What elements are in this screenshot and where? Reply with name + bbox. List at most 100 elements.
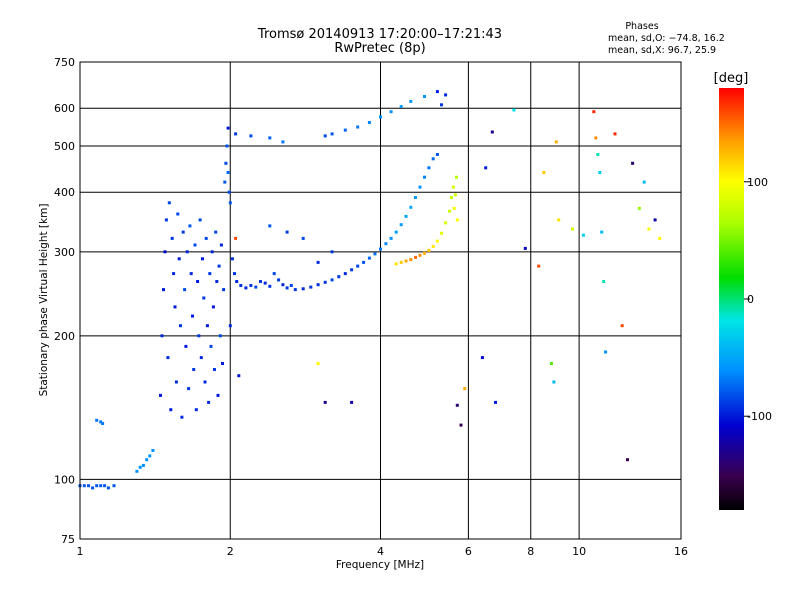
data-point [459,423,463,427]
x-tick-label: 1 [77,545,84,558]
y-tick-label: 600 [54,102,75,115]
data-point [268,284,272,288]
data-point [512,108,516,112]
data-point [223,180,227,184]
y-tick-label: 750 [54,56,75,69]
data-point [207,400,211,404]
data-point [164,218,168,222]
data-point [293,288,297,292]
data-point [350,400,354,404]
y-tick-label: 75 [61,533,75,546]
data-point [222,288,226,292]
data-point [484,166,488,170]
x-tick-label: 6 [465,545,472,558]
data-point [431,157,435,161]
colorbar-tick-label: 100 [747,176,768,189]
data-point [187,387,191,391]
data-point [285,230,289,234]
data-point [141,463,145,467]
data-point [192,368,196,371]
data-point [330,278,334,282]
data-point [185,250,189,254]
data-point [384,242,388,246]
data-point [177,257,181,261]
data-point [215,280,219,283]
data-point [148,454,152,458]
data-point [600,230,604,234]
colorbar-ticks: 100 0 -100 [744,176,772,423]
data-point [542,171,546,174]
data-point [323,280,327,284]
data-point [592,110,596,114]
data-point [249,134,253,138]
data-point [268,136,272,140]
data-point [423,95,426,98]
colorbar [719,88,744,510]
data-point [151,449,155,452]
data-point [418,185,422,189]
data-point [205,324,209,328]
data-point [197,334,201,338]
x-tick-label: 8 [527,545,534,558]
data-point [490,130,494,134]
data-point [362,260,366,264]
series-group [78,418,155,490]
data-point [237,374,241,378]
data-point [230,257,234,261]
data-point [455,403,459,407]
data-point [259,280,262,283]
data-point [594,136,598,140]
data-point [389,236,393,240]
data-point [225,144,229,148]
data-point [224,161,228,165]
data-point [453,193,457,197]
data-point [227,190,231,194]
data-point [234,132,238,136]
data-point [418,253,422,257]
data-point [277,278,281,282]
data-point [409,258,413,262]
data-point [642,180,646,184]
colorbar-tick-label: -100 [747,410,772,423]
data-point [602,280,606,283]
data-point [316,362,320,365]
data-point [549,362,553,365]
grid-lines [80,62,681,539]
data-point [169,408,173,412]
data-point [268,224,272,228]
data-point [189,272,193,276]
data-point [281,283,285,287]
x-tick-label: 10 [572,545,586,558]
data-point [221,362,224,365]
data-point [145,458,149,462]
data-point [99,420,103,424]
data-point [598,171,602,174]
data-point [435,153,439,156]
data-point [135,469,139,473]
data-point [494,400,497,404]
data-point [301,287,305,291]
data-point [184,344,188,348]
data-point [106,486,110,490]
y-tick-label: 300 [54,246,75,259]
data-point [218,334,222,338]
data-point [176,212,180,216]
data-point [199,356,203,360]
data-point [233,272,236,276]
chart-title: Tromsø 20140913 17:20:00–17:21:43 [257,27,502,42]
data-point [173,305,177,309]
data-point [448,209,451,213]
data-point [179,324,182,328]
data-point [452,206,456,210]
data-point [414,255,417,259]
data-point [167,201,171,205]
data-point [323,134,327,138]
data-point [604,350,608,354]
data-point [216,393,220,397]
data-point [183,288,187,292]
data-point [379,247,382,251]
data-point [330,132,334,136]
data-point [379,115,382,119]
x-axis-label: Frequency [MHz] [336,559,424,571]
